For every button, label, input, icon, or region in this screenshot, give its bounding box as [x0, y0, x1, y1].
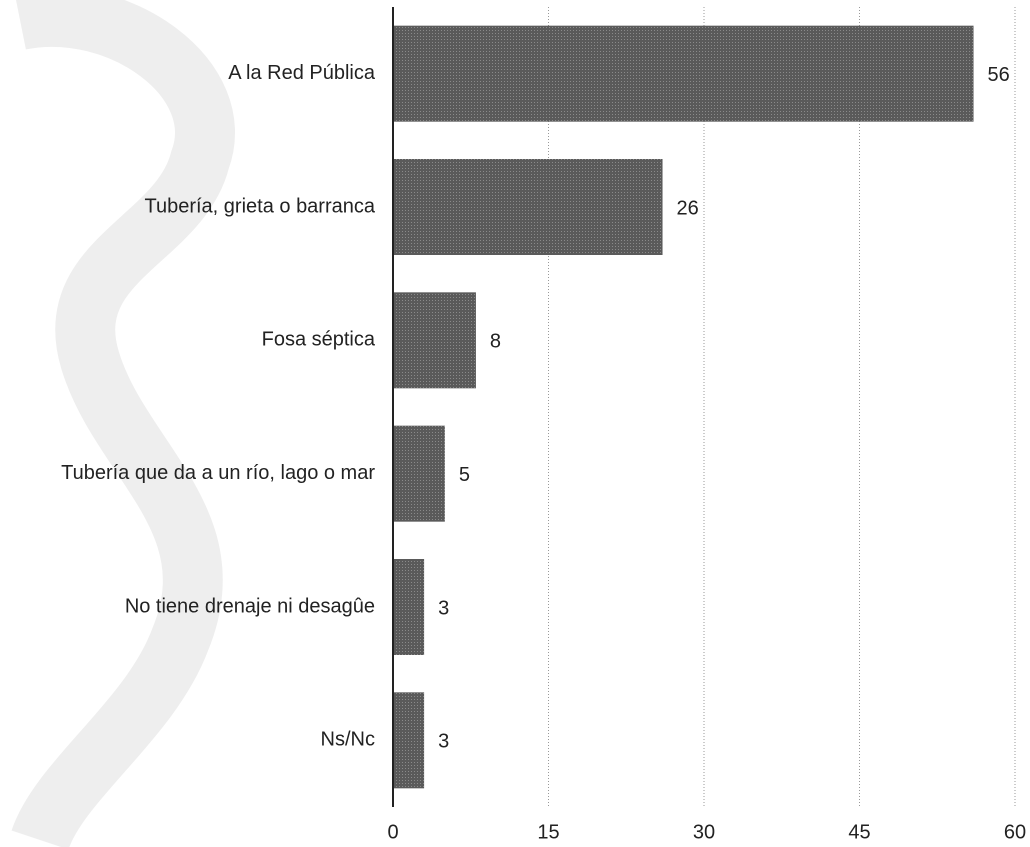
bar	[393, 292, 476, 389]
x-tick-label: 45	[848, 821, 870, 843]
y-tick-label: Tubería, grieta o barranca	[145, 195, 376, 217]
x-tick-label: 15	[537, 821, 559, 843]
bar	[393, 692, 425, 789]
x-tick-label: 0	[387, 821, 398, 843]
bar	[393, 25, 974, 122]
value-label: 56	[988, 64, 1010, 86]
x-tick-label: 30	[693, 821, 715, 843]
background-ornament	[11, 0, 235, 847]
value-label: 26	[677, 197, 699, 219]
bar	[393, 159, 663, 255]
value-label: 3	[438, 597, 449, 619]
value-label: 5	[459, 464, 470, 486]
bar	[393, 425, 445, 522]
y-tick-label: Tubería que da a un río, lago o mar	[61, 462, 375, 484]
y-tick-label: Fosa séptica	[262, 329, 376, 351]
bar	[393, 559, 425, 655]
value-label: 3	[438, 731, 449, 753]
y-tick-label: No tiene drenaje ni desagûe	[125, 595, 375, 617]
y-tick-label: Ns/Nc	[321, 729, 375, 751]
y-tick-label: A la Red Pública	[228, 62, 376, 84]
value-label: 8	[490, 331, 501, 353]
x-tick-label: 60	[1004, 821, 1026, 843]
